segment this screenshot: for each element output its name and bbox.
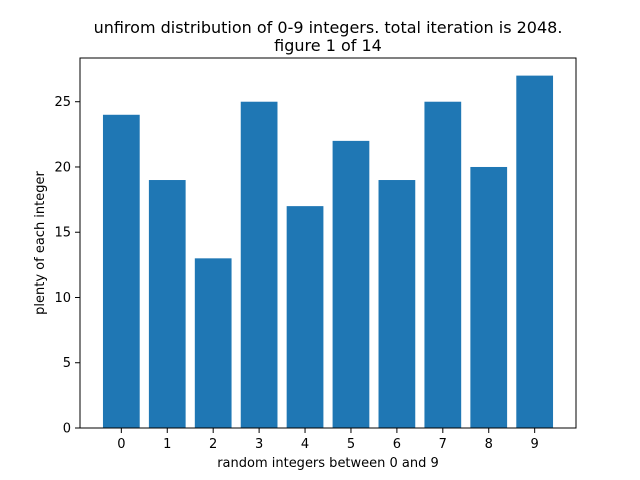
x-tick-label: 3 [255, 437, 263, 452]
bar-0 [102, 114, 140, 428]
x-axis-label: random integers between 0 and 9 [217, 456, 439, 471]
bar-7 [424, 101, 462, 428]
chart-title-line2: figure 1 of 14 [274, 36, 382, 55]
x-ticks-group: 0 1 2 3 4 5 6 7 8 9 [117, 428, 539, 452]
x-tick-label: 5 [347, 437, 355, 452]
bar-2 [194, 258, 232, 428]
x-tick-label: 2 [209, 437, 217, 452]
bar-8 [470, 166, 508, 429]
x-tick-label: 4 [301, 437, 309, 452]
y-tick-label: 0 [63, 422, 71, 437]
bar-3 [240, 101, 278, 428]
y-tick-label: 20 [54, 160, 71, 175]
x-tick-label: 0 [117, 437, 125, 452]
bars-group [102, 75, 554, 429]
x-tick-label: 7 [439, 437, 447, 452]
bar-6 [378, 180, 416, 428]
bar-9 [516, 75, 554, 428]
y-axis-label: plenty of each integer [33, 170, 48, 314]
y-tick-label: 25 [54, 95, 71, 110]
x-tick-label: 9 [531, 437, 539, 452]
bar-4 [286, 206, 324, 428]
y-ticks-group: 0 5 10 15 20 25 [54, 95, 80, 437]
y-tick-label: 10 [54, 291, 71, 306]
x-tick-label: 8 [485, 437, 493, 452]
x-tick-label: 6 [393, 437, 401, 452]
y-tick-label: 15 [54, 226, 71, 241]
y-tick-label: 5 [63, 356, 71, 371]
bar-5 [332, 140, 370, 428]
x-tick-label: 1 [163, 437, 171, 452]
chart-title-line1: unfirom distribution of 0-9 integers. to… [94, 18, 563, 37]
plot-frame [79, 57, 577, 429]
bar-1 [148, 180, 186, 428]
